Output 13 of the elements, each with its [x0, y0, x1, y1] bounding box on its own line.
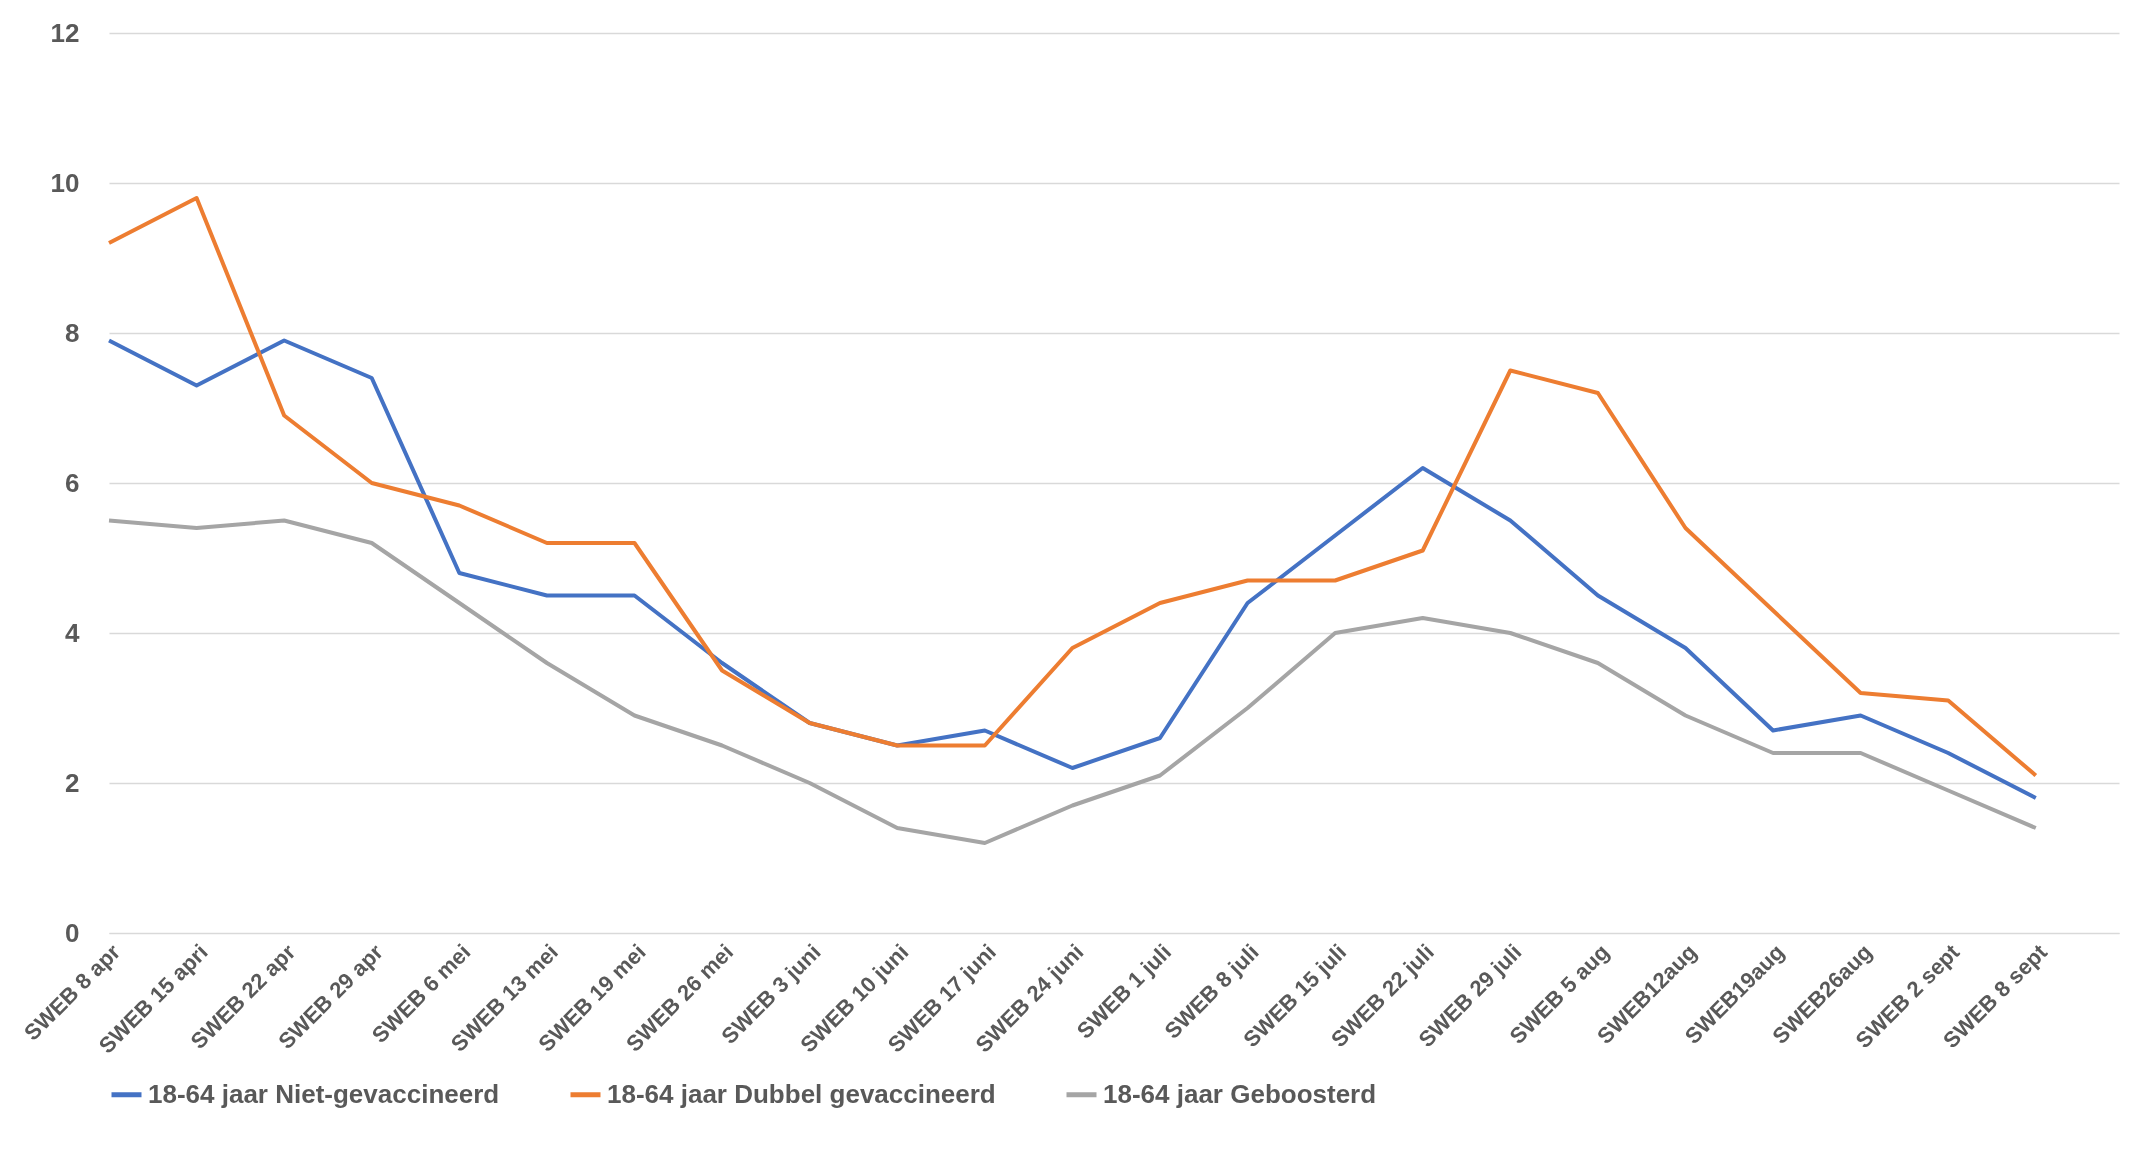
line-series [107, 518, 2038, 845]
y-tick-label: 12 [50, 17, 80, 48]
line-series [107, 338, 2038, 800]
legend-label: 18-64 jaar Dubbel gevaccineerd [607, 1078, 996, 1109]
y-tick-label: 4 [65, 617, 81, 648]
y-tick-label: 6 [65, 467, 80, 498]
legend-label: 18-64 jaar Niet-gevaccineerd [148, 1078, 500, 1109]
legend-label: 18-64 jaar Geboosterd [1103, 1078, 1377, 1109]
line-series [107, 196, 2038, 778]
y-tick-label: 2 [65, 767, 80, 798]
y-tick-label: 8 [65, 317, 80, 348]
y-tick-label: 0 [65, 917, 80, 948]
y-tick-label: 10 [50, 167, 80, 198]
